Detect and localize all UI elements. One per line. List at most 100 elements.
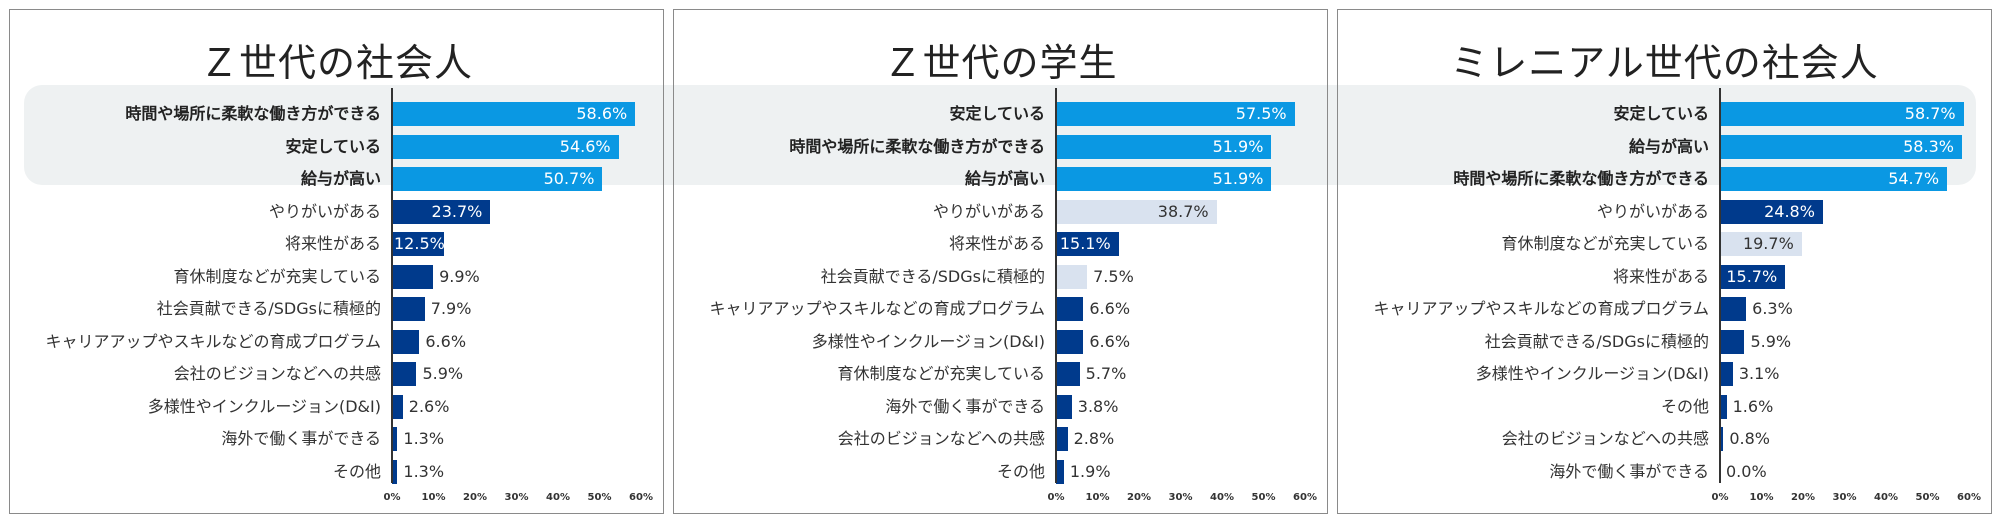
x-tick-label: 50%	[1251, 492, 1276, 503]
data-label: 51.9%	[1212, 136, 1264, 156]
bar	[392, 199, 491, 224]
data-label: 54.6%	[559, 136, 611, 156]
x-tick-label: 10%	[1749, 492, 1774, 503]
data-label: 0.8%	[1729, 429, 1770, 448]
data-label: 6.3%	[1752, 299, 1793, 318]
bar-row: 安定している 57.5%	[674, 98, 1327, 130]
category-label: 安定している	[949, 104, 1045, 123]
bar	[1056, 167, 1272, 191]
category-label: 社会貢献できる/SDGsに積極的	[820, 266, 1045, 286]
bar-row: やりがいがある 23.7%	[10, 196, 663, 228]
data-label: 7.5%	[1093, 266, 1134, 286]
category-label: その他	[1660, 396, 1709, 416]
bar-row: 多様性やインクルージョン(D&I) 3.1%	[1338, 358, 1991, 390]
bar	[1720, 232, 1802, 256]
data-label: 3.8%	[1077, 396, 1119, 416]
bar	[1720, 102, 1964, 126]
bar	[392, 427, 398, 451]
data-label: 5.9%	[422, 364, 464, 383]
bar	[1720, 329, 1745, 354]
data-label: 7.9%	[430, 299, 472, 318]
category-label: やりがいがある	[268, 201, 381, 221]
category-label: 育休制度などが充実している	[837, 364, 1045, 383]
bar-row: 将来性がある 15.7%	[1338, 261, 1991, 293]
category-label: 安定している	[1613, 104, 1709, 123]
bar-row: キャリアアップやスキルなどの育成プログラム 6.6%	[10, 326, 663, 358]
data-label: 38.7%	[1157, 201, 1209, 221]
x-tick-label: 10%	[1085, 492, 1110, 503]
data-label: 58.3%	[1903, 136, 1954, 156]
data-label: 6.6%	[1089, 331, 1131, 351]
chart-title: ミレニアル世代の社会人	[1450, 41, 1879, 85]
bar-row: 社会貢献できる/SDGsに積極的 5.9%	[1338, 326, 1991, 358]
bar-row: やりがいがある 38.7%	[674, 196, 1327, 228]
bar-row: 時間や場所に柔軟な働き方ができる 54.7%	[1338, 163, 1991, 195]
category-label: 時間や場所に柔軟な働き方ができる	[789, 136, 1045, 156]
category-label: キャリアアップやスキルなどの育成プログラム	[45, 331, 381, 351]
x-tick-label: 0%	[1047, 492, 1065, 503]
category-label: キャリアアップやスキルなどの育成プログラム	[709, 299, 1045, 318]
bar	[392, 329, 420, 354]
chart-panel-gen-z-workers: Ｚ世代の社会人 時間や場所に柔軟な働き方ができる 58.6% 安定している 54.6%…	[9, 9, 664, 514]
bar-row: 給与が高い 51.9%	[674, 163, 1327, 195]
bar-row: 海外で働く事ができる 3.8%	[674, 391, 1327, 423]
x-tick-label: 40%	[1874, 492, 1898, 503]
category-label: 多様性やインクルージョン(D&I)	[147, 396, 381, 416]
bar-row: 会社のビジョンなどへの共感 0.8%	[1338, 423, 1991, 455]
bar-row: 育休制度などが充実している 9.9%	[10, 261, 663, 293]
category-label: 給与が高い	[964, 169, 1045, 188]
bar-row: 多様性やインクルージョン(D&I) 2.6%	[10, 391, 663, 423]
category-label: 社会貢献できる/SDGsに積極的	[1484, 331, 1709, 351]
category-label: 給与が高い	[300, 169, 381, 188]
bar-row: キャリアアップやスキルなどの育成プログラム 6.6%	[674, 293, 1327, 325]
x-tick-label: 20%	[463, 492, 487, 503]
data-label: 2.6%	[408, 396, 450, 416]
bar	[392, 167, 603, 191]
category-label: その他	[996, 461, 1045, 481]
y-axis-line	[1719, 88, 1721, 483]
bar	[1720, 394, 1727, 419]
bar	[1056, 297, 1084, 321]
x-tick-label: 60%	[1293, 492, 1317, 503]
bar-row: 育休制度などが充実している 5.7%	[674, 358, 1327, 390]
bar-row: その他 1.6%	[1338, 391, 1991, 423]
data-label: 15.7%	[1726, 266, 1778, 286]
category-label: 海外で働く事ができる	[1549, 461, 1709, 481]
bar	[1056, 134, 1272, 159]
data-label: 1.9%	[1069, 461, 1111, 481]
chart-title: Ｚ世代の社会人	[199, 41, 473, 85]
chart-panel-millennial-workers: ミレニアル世代の社会人 安定している 58.7% 給与が高い 58.3% 時間や場所に柔…	[1337, 9, 1992, 514]
x-tick-label: 50%	[587, 492, 612, 503]
bar-row: 給与が高い 50.7%	[10, 163, 663, 195]
bar-row: 安定している 54.6%	[10, 131, 663, 163]
data-label: 1.3%	[403, 429, 445, 448]
chart-panel-gen-z-students: Ｚ世代の学生 安定している 57.5% 時間や場所に柔軟な働き方ができる 51.9% 給…	[673, 9, 1328, 514]
category-label: 会社のビジョンなどへの共感	[837, 429, 1045, 448]
bar-row: その他 1.3%	[10, 456, 663, 488]
x-tick-label: 30%	[1168, 492, 1193, 503]
x-tick-label: 60%	[1957, 492, 1981, 503]
category-label: 時間や場所に柔軟な働き方ができる	[125, 104, 381, 123]
x-tick-label: 30%	[504, 492, 529, 503]
bar	[1720, 362, 1733, 386]
data-label: 2.8%	[1073, 429, 1115, 448]
data-label: 1.3%	[403, 461, 445, 481]
bar	[1720, 167, 1947, 191]
category-label: 会社のビジョンなどへの共感	[173, 364, 381, 383]
data-label: 3.1%	[1738, 364, 1780, 383]
x-tick-label: 20%	[1791, 492, 1815, 503]
data-label: 0.0%	[1726, 461, 1767, 481]
bar	[1056, 199, 1217, 224]
category-label: 将来性がある	[284, 234, 381, 253]
bar	[1056, 459, 1064, 484]
bar	[392, 102, 636, 126]
x-tick-label: 0%	[383, 492, 401, 503]
data-label: 51.9%	[1212, 169, 1264, 188]
bar	[1056, 394, 1072, 419]
x-tick-label: 60%	[629, 492, 653, 503]
category-label: 育休制度などが充実している	[173, 266, 381, 286]
category-label: 会社のビジョンなどへの共感	[1501, 429, 1709, 448]
bar-row: キャリアアップやスキルなどの育成プログラム 6.3%	[1338, 293, 1991, 325]
bar	[1720, 134, 1962, 159]
top3-highlight-band	[24, 85, 1976, 185]
